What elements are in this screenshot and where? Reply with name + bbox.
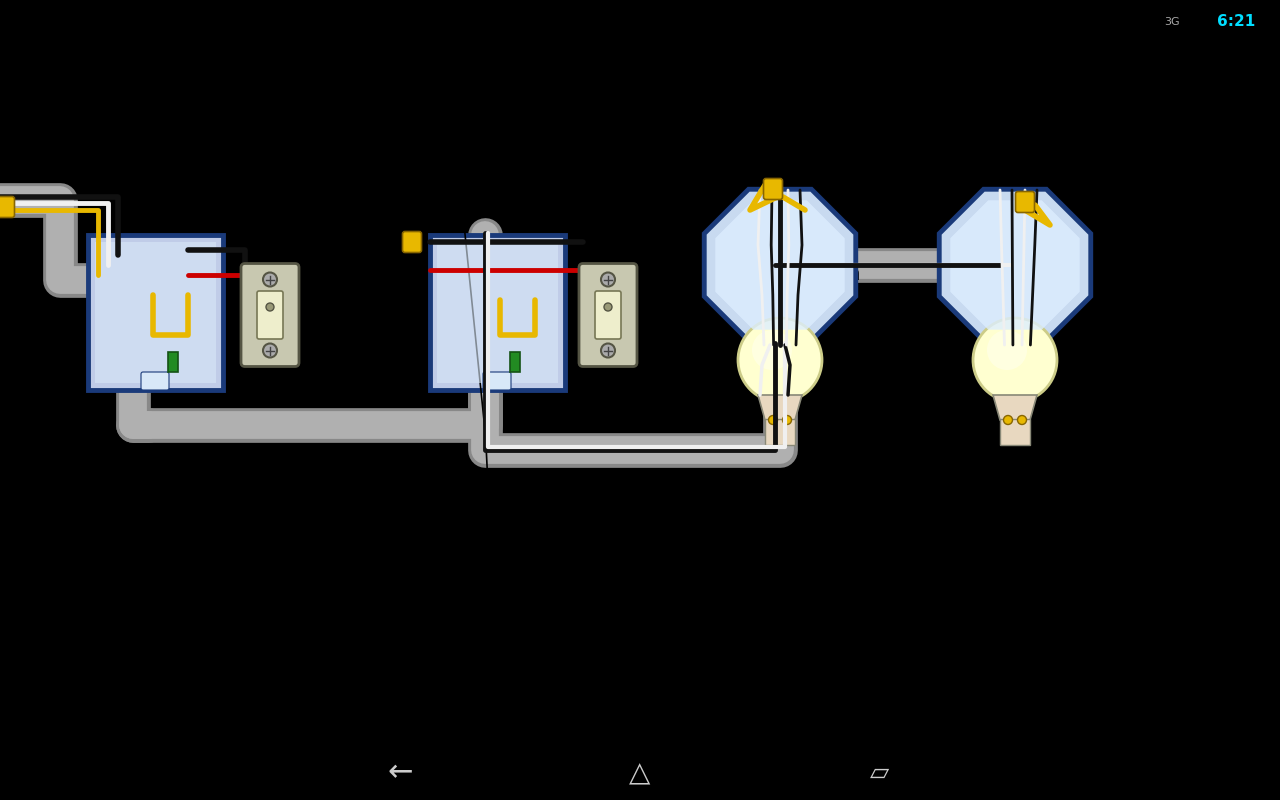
FancyBboxPatch shape <box>0 197 14 218</box>
Circle shape <box>782 415 791 425</box>
Circle shape <box>266 303 274 311</box>
Circle shape <box>602 273 614 286</box>
Bar <box>1000 419 1030 445</box>
Circle shape <box>1018 415 1027 425</box>
Bar <box>765 419 795 445</box>
Text: ←: ← <box>388 758 412 787</box>
FancyBboxPatch shape <box>257 291 283 339</box>
Bar <box>95 242 216 383</box>
FancyBboxPatch shape <box>241 263 300 366</box>
Polygon shape <box>950 200 1079 330</box>
FancyBboxPatch shape <box>141 372 169 390</box>
Circle shape <box>739 318 822 402</box>
Polygon shape <box>716 200 845 330</box>
Text: POWER SOURCE
2-Wire Romex with
Ground
(i.e. 12-2): POWER SOURCE 2-Wire Romex with Ground (i… <box>68 550 268 658</box>
Text: 3-Way Switch: 3-Way Switch <box>735 266 860 285</box>
Circle shape <box>262 343 276 358</box>
Bar <box>436 242 558 383</box>
Bar <box>509 352 520 372</box>
Text: 3-Wire Romex
with Ground
(i.e. 12-3): 3-Wire Romex with Ground (i.e. 12-3) <box>454 525 585 603</box>
Text: © www.BuildMyOwnCabin.com: © www.BuildMyOwnCabin.com <box>698 570 1023 590</box>
FancyBboxPatch shape <box>483 372 511 390</box>
Circle shape <box>604 303 612 311</box>
FancyBboxPatch shape <box>402 231 421 253</box>
Bar <box>88 235 223 390</box>
Bar <box>430 235 564 390</box>
Circle shape <box>262 273 276 286</box>
Circle shape <box>987 330 1027 370</box>
FancyBboxPatch shape <box>1015 191 1034 213</box>
Circle shape <box>1004 415 1012 425</box>
Circle shape <box>973 318 1057 402</box>
Circle shape <box>768 415 777 425</box>
Text: ▱: ▱ <box>870 761 890 785</box>
Text: △: △ <box>630 759 650 787</box>
Text: 3-Way Switch (Multiple Lights): 3-Way Switch (Multiple Lights) <box>35 60 753 102</box>
FancyBboxPatch shape <box>579 263 637 366</box>
Polygon shape <box>758 395 803 420</box>
Bar <box>168 352 178 372</box>
FancyBboxPatch shape <box>595 291 621 339</box>
Text: 3-Way Switch: 3-Way Switch <box>266 156 416 263</box>
FancyBboxPatch shape <box>763 178 782 199</box>
Polygon shape <box>704 190 856 341</box>
Circle shape <box>602 343 614 358</box>
Text: 3G: 3G <box>1165 17 1180 27</box>
Polygon shape <box>993 395 1037 420</box>
Circle shape <box>753 330 792 370</box>
Polygon shape <box>940 190 1091 341</box>
Text: 6:21: 6:21 <box>1217 14 1254 30</box>
Text: 2-Wire Romex
with Ground
(i.e. 12-2): 2-Wire Romex with Ground (i.e. 12-2) <box>346 145 475 223</box>
